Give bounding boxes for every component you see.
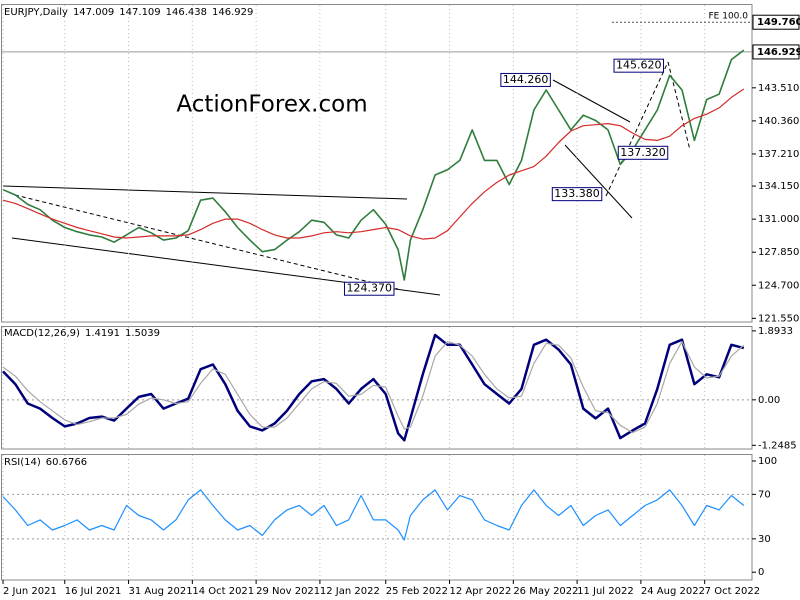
- trendline: [564, 144, 633, 219]
- level-label: 149.760: [757, 17, 800, 28]
- annotation-label: 144.260: [503, 73, 548, 86]
- level-label: 146.929: [757, 47, 800, 58]
- annotation-box: [500, 72, 551, 87]
- y-tick-label: 124.700: [758, 280, 799, 291]
- x-tick-label: 14 Oct 2021: [192, 586, 254, 597]
- x-tick-label: 16 Jul 2021: [65, 586, 122, 597]
- x-tick-label: 12 Jan 2022: [320, 586, 380, 597]
- level-box: [752, 14, 800, 30]
- x-tick-label: 31 Aug 2021: [129, 586, 193, 597]
- trendline: [2, 185, 408, 200]
- x-tick-label: 11 Jul 2022: [577, 586, 634, 597]
- header-value: 1.5039: [125, 328, 160, 339]
- header-value: 147.109: [119, 7, 160, 18]
- panel-title: EURJPY,Daily: [4, 7, 68, 18]
- x-tick-label: 24 Aug 2022: [641, 586, 705, 597]
- y-tick-label: 140.360: [758, 116, 799, 127]
- trendline: [552, 79, 631, 123]
- header-value: 146.929: [212, 7, 253, 18]
- header-value: 146.438: [166, 7, 207, 18]
- rsi-panel: [1, 454, 753, 581]
- price-panel: [1, 4, 753, 323]
- y-tick-label: 0: [758, 567, 764, 578]
- series-line: [2, 88, 745, 240]
- x-tick-label: 12 Apr 2022: [450, 586, 512, 597]
- panel-header: EURJPY,Daily 147.009 147.109 146.438 146.929: [4, 7, 253, 18]
- level-box: [752, 44, 800, 60]
- panel-header: RSI(14) 60.6766: [4, 457, 87, 468]
- panel-title: MACD(12,26,9): [4, 328, 80, 339]
- header-value: 1.4191: [85, 328, 120, 339]
- trendline: [14, 194, 399, 290]
- y-tick-label: 30: [758, 534, 771, 545]
- annotation-label: 145.620: [616, 59, 662, 72]
- series-line: [2, 341, 745, 434]
- annotation-box: [551, 187, 603, 202]
- y-tick-label: 0.00: [758, 395, 780, 406]
- y-tick-label: 134.150: [758, 181, 799, 192]
- y-tick-label: 143.510: [758, 83, 799, 94]
- panel-title: RSI(14): [4, 457, 41, 468]
- annotation-label: 124.370: [346, 282, 392, 295]
- watermark: ActionForex.com: [176, 92, 367, 118]
- panel-content: [2, 455, 752, 580]
- y-tick-label: 100: [758, 456, 777, 467]
- x-tick-label: 29 Nov 2021: [256, 586, 320, 597]
- y-tick-label: -1.2485: [758, 440, 797, 451]
- panel-content: [2, 327, 752, 449]
- annotation-box: [613, 58, 665, 73]
- y-tick-label: 121.550: [758, 313, 799, 324]
- header-value: 147.009: [73, 7, 114, 18]
- macd-panel: [1, 326, 753, 450]
- x-tick-label: 25 Feb 2022: [386, 586, 448, 597]
- y-tick-label: 70: [758, 489, 771, 500]
- y-tick-label: 127.850: [758, 247, 799, 258]
- y-tick-label: 137.210: [758, 149, 799, 160]
- annotation-label: 133.380: [554, 187, 600, 200]
- annotation-label: 137.320: [620, 146, 666, 159]
- x-tick-label: 7 Oct 2022: [705, 586, 760, 597]
- annotation-box: [617, 145, 669, 160]
- trendline: [605, 61, 669, 197]
- panel-header: MACD(12,26,9) 1.4191 1.5039: [4, 328, 160, 339]
- series-line: [2, 489, 745, 541]
- panel-content: [2, 5, 752, 322]
- annotation-box: [343, 281, 395, 296]
- x-tick-label: 26 May 2022: [513, 586, 578, 597]
- x-tick-label: 2 Jun 2021: [3, 586, 57, 597]
- y-tick-label: 1.8933: [758, 326, 793, 337]
- y-tick-label: 131.000: [758, 214, 799, 225]
- level-text: FE 100.0: [709, 12, 749, 22]
- header-value: 60.6766: [46, 457, 87, 468]
